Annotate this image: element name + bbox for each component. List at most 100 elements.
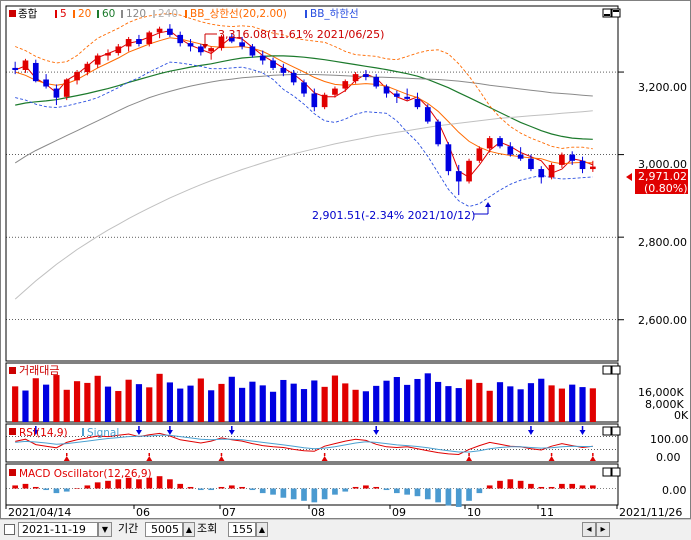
volume-bar — [538, 378, 545, 422]
macd-minimize-icon[interactable] — [602, 467, 612, 477]
volume-bar — [63, 389, 70, 422]
macd-bar — [342, 488, 349, 492]
count-field[interactable]: 155 — [228, 522, 256, 537]
volume-bar — [43, 384, 50, 422]
volume-tick-0k: 0K — [674, 409, 689, 422]
macd-bar — [63, 488, 70, 492]
volume-bar — [569, 384, 576, 422]
macd-bar — [548, 486, 555, 489]
rsi-tick-0: 0.00 — [656, 451, 681, 464]
volume-title[interactable]: 거래대금 — [19, 364, 59, 377]
macd-bar — [146, 477, 153, 489]
macd-bar — [94, 482, 101, 489]
candle-body — [12, 67, 18, 70]
rsi-series-line-0 — [15, 432, 593, 456]
volume-bar — [146, 387, 153, 422]
macd-bar — [22, 483, 29, 489]
candle-body — [373, 77, 380, 87]
legend-ma60[interactable]: 60 — [102, 8, 115, 20]
candle-body — [404, 96, 410, 99]
rsi-minimize-icon[interactable] — [602, 426, 612, 436]
macd-bar — [497, 480, 503, 489]
legend-bb-lower[interactable]: BB_하한선 — [310, 7, 359, 20]
legend-swatch-bb-upper — [185, 10, 187, 18]
candle-body — [424, 107, 431, 122]
legend-ma5[interactable]: 5 — [60, 8, 67, 20]
volume-bar — [228, 376, 235, 422]
main-gridlines — [6, 71, 624, 321]
volume-maximize-icon[interactable] — [611, 365, 621, 375]
high-annotation-text: 3,316.08(11.61% 2021/06/25) — [218, 28, 384, 41]
x-tick-label: 09 — [392, 506, 406, 519]
macd-title[interactable]: MACD Oscillator(12,26,9) — [19, 468, 152, 480]
volume-bar — [435, 381, 442, 422]
main-window-buttons[interactable] — [602, 8, 621, 18]
candle-body — [548, 164, 555, 178]
macd-bar — [290, 488, 297, 500]
main-panel: 종합 5 20 60 120 240 BB_상한선(20,2.00) BB_하한… — [5, 5, 688, 362]
sell-arrow-icon — [166, 430, 173, 435]
x-tick-label: 2021/11/26 — [619, 506, 682, 519]
volume-bar — [22, 390, 29, 422]
volume-bar — [187, 385, 194, 422]
main-indicator-lines — [14, 12, 593, 300]
series-line-5 — [15, 12, 593, 150]
count-spin-icon[interactable]: ▲ — [256, 522, 268, 537]
candle-body — [94, 55, 101, 65]
legend-ma240[interactable]: 240 — [158, 8, 178, 20]
legend-ma120[interactable]: 120 — [126, 8, 146, 20]
volume-minimize-icon[interactable] — [602, 365, 612, 375]
x-tick-label: 11 — [540, 506, 554, 519]
date-dropdown-icon[interactable]: ▼ — [98, 522, 112, 537]
rsi-title[interactable]: RSI(14,9) — [19, 427, 68, 439]
macd-bar — [167, 479, 173, 489]
candle-body — [228, 36, 235, 42]
macd-maximize-icon[interactable] — [611, 467, 621, 477]
query-label[interactable]: 조회 — [197, 522, 218, 535]
maximize-glyph — [613, 10, 619, 12]
scroll-left-icon[interactable]: ◂ — [582, 522, 596, 537]
macd-bar — [177, 483, 184, 489]
macd-bar — [538, 486, 545, 489]
macd-bar — [352, 486, 359, 489]
candle-body — [249, 46, 256, 56]
signal-title[interactable]: Signal — [87, 427, 119, 439]
macd-bar — [136, 479, 142, 489]
legend-ma20[interactable]: 20 — [78, 8, 91, 20]
macd-bar — [53, 488, 60, 494]
volume-bar — [507, 386, 514, 422]
candle-body — [528, 158, 534, 170]
rsi-maximize-icon[interactable] — [611, 426, 621, 436]
volume-bar — [558, 388, 565, 422]
x-tick-label: 10 — [467, 506, 481, 519]
sell-arrow-icon — [527, 430, 534, 435]
date-field[interactable]: 2021-11-19 — [18, 522, 98, 537]
legend-swatch-signal — [82, 428, 84, 436]
legend-swatch-volume — [9, 367, 16, 374]
candle-body — [455, 171, 462, 182]
minimize-icon[interactable] — [602, 8, 612, 18]
scroll-right-icon[interactable]: ▸ — [596, 522, 610, 537]
volume-bar — [527, 383, 535, 422]
sell-arrow-icon — [373, 430, 380, 435]
legend-main[interactable]: 종합 — [18, 8, 38, 20]
candle-body — [290, 72, 297, 83]
maximize-icon[interactable] — [611, 8, 621, 18]
macd-bar — [301, 488, 307, 501]
volume-bar — [331, 375, 339, 422]
candle-body — [270, 60, 276, 68]
x-axis-labels: 2021/04/14 06 07 08 09 10 11 2021/11/26 — [5, 505, 682, 519]
volume-bar — [156, 373, 163, 422]
candle-body — [84, 63, 91, 73]
candle-body — [497, 138, 503, 147]
macd-bar — [74, 488, 80, 489]
candle-body — [156, 28, 163, 33]
period-field[interactable]: 5005 — [145, 522, 183, 537]
macd-bar — [249, 488, 256, 491]
macd-bar — [476, 488, 483, 494]
legend-bb-upper[interactable]: BB_상한선(20,2.00) — [190, 8, 287, 20]
period-spin-icon[interactable]: ▲ — [183, 522, 195, 537]
sync-checkbox[interactable] — [4, 524, 15, 535]
volume-bar — [321, 386, 328, 422]
macd-bar — [383, 488, 390, 491]
